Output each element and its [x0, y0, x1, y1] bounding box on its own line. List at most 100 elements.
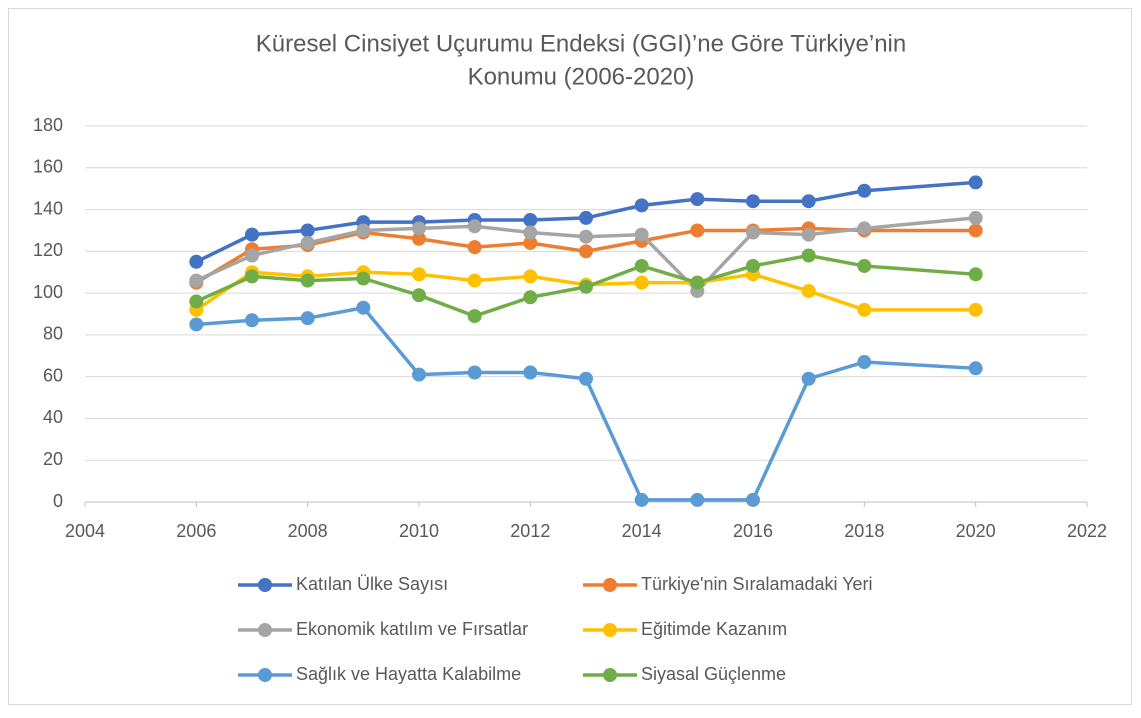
point	[356, 271, 371, 286]
x-tick-label: 2004	[65, 521, 105, 541]
point	[467, 309, 482, 324]
point	[857, 183, 872, 198]
point	[412, 231, 426, 246]
point	[412, 267, 426, 282]
point	[801, 227, 816, 242]
point	[579, 210, 593, 225]
point	[245, 227, 259, 242]
point	[746, 194, 760, 209]
x-tick-label: 2014	[622, 521, 662, 541]
legend-marker	[603, 623, 617, 637]
point	[634, 227, 649, 242]
point	[412, 288, 426, 303]
point	[968, 302, 983, 317]
point	[968, 223, 983, 238]
x-tick-label: 2012	[510, 521, 550, 541]
point	[412, 221, 426, 236]
point	[801, 371, 816, 386]
point	[523, 290, 538, 305]
series-line	[195, 270, 976, 312]
legend-label: Ekonomik katılım ve Fırsatlar	[296, 619, 528, 639]
point	[968, 210, 983, 225]
point	[579, 244, 593, 259]
series-line	[196, 305, 976, 502]
point	[189, 294, 204, 309]
point	[690, 492, 705, 507]
point	[523, 365, 538, 380]
legend-marker	[603, 668, 617, 682]
y-tick-label: 60	[43, 365, 63, 385]
legend-label: Eğitimde Kazanım	[641, 619, 787, 639]
point	[968, 175, 983, 190]
legend-label: Sağlık ve Hayatta Kalabilme	[296, 664, 521, 684]
y-tick-label: 40	[43, 407, 63, 427]
point	[467, 219, 482, 234]
point	[523, 269, 538, 284]
point	[467, 273, 482, 288]
series-line	[195, 180, 976, 264]
x-tick-label: 2018	[844, 521, 884, 541]
point	[746, 492, 760, 507]
y-tick-label: 180	[33, 115, 63, 135]
y-tick-label: 80	[43, 324, 63, 344]
point	[579, 371, 593, 386]
series-line	[195, 253, 976, 318]
x-tick-label: 2006	[176, 521, 216, 541]
x-tick-label: 2016	[733, 521, 773, 541]
point	[467, 365, 482, 380]
point	[245, 313, 259, 328]
y-tick-label: 120	[33, 240, 63, 260]
point	[857, 355, 872, 370]
point	[801, 284, 816, 299]
point	[579, 229, 593, 244]
point	[634, 492, 649, 507]
y-tick-label: 160	[33, 157, 63, 177]
x-tick-label: 2022	[1067, 521, 1107, 541]
y-tick-label: 140	[33, 198, 63, 218]
point	[968, 361, 983, 376]
point	[189, 273, 204, 288]
y-tick-label: 100	[33, 282, 63, 302]
point	[801, 194, 816, 209]
point	[857, 258, 872, 273]
chart-title: Küresel Cinsiyet Uçurumu Endeksi (GGI)’n…	[256, 30, 906, 57]
legend-marker	[603, 578, 617, 592]
point	[245, 248, 259, 263]
point	[245, 269, 259, 284]
point	[356, 300, 371, 315]
y-tick-label: 0	[53, 491, 63, 511]
point	[579, 279, 593, 294]
point	[634, 198, 649, 213]
point	[523, 213, 538, 227]
chart-title: Konumu (2006-2020)	[468, 63, 695, 90]
series-line	[195, 216, 976, 293]
point	[189, 317, 204, 332]
legend-label: Türkiye'nin Sıralamadaki Yeri	[641, 574, 873, 594]
legend-marker	[258, 578, 272, 592]
point	[690, 275, 705, 290]
point	[300, 223, 315, 238]
x-tick-label: 2010	[399, 521, 439, 541]
point	[634, 275, 649, 290]
point	[690, 192, 705, 207]
point	[690, 223, 705, 238]
point	[300, 235, 315, 250]
point	[634, 258, 649, 273]
point	[857, 221, 872, 236]
point	[857, 302, 872, 317]
point	[523, 225, 538, 240]
point	[746, 258, 760, 273]
point	[300, 311, 315, 326]
chart-border	[8, 8, 1132, 705]
legend-marker	[258, 668, 272, 682]
point	[412, 367, 426, 382]
point	[968, 267, 983, 282]
point	[300, 273, 315, 288]
legend-marker	[258, 623, 272, 637]
legend-label: Katılan Ülke Sayısı	[296, 574, 448, 594]
x-tick-label: 2020	[956, 521, 996, 541]
point	[467, 240, 482, 255]
point	[746, 225, 760, 240]
point	[523, 235, 538, 250]
